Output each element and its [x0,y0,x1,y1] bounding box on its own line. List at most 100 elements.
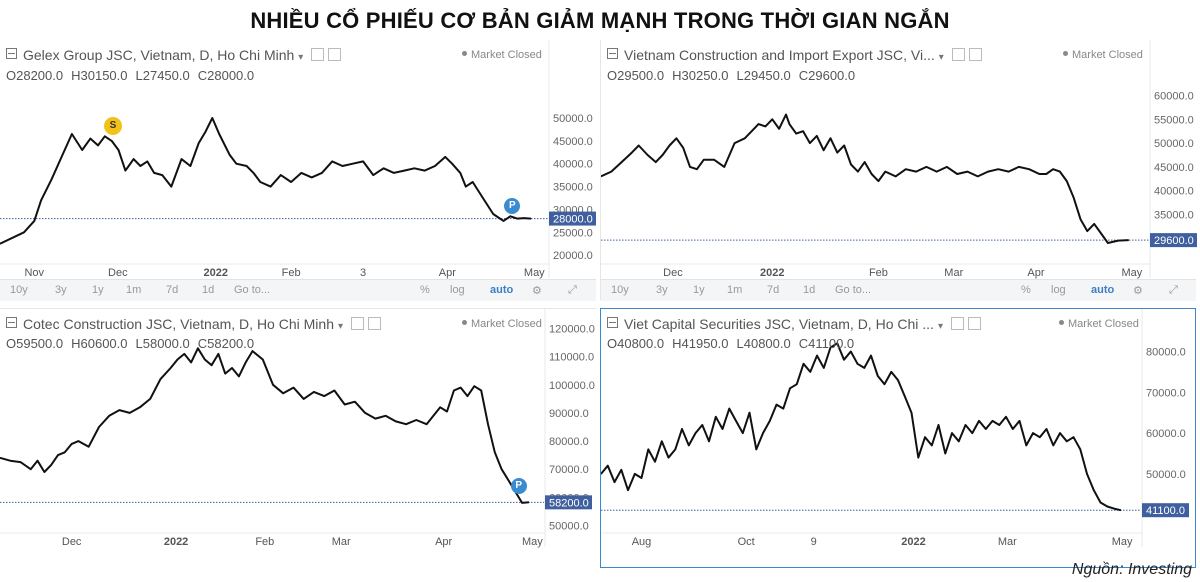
toolbar-button-[interactable]: % [420,284,430,296]
data-point [313,391,315,393]
y-tick-label: 90000.0 [549,408,589,420]
data-point [829,137,832,139]
toolbar-button-auto[interactable]: auto [490,284,514,296]
data-point [802,363,805,365]
data-point [631,152,633,154]
gear-icon[interactable] [968,48,982,61]
fullscreen-icon[interactable]: ⤢ [1169,284,1178,296]
toolbar-button-log[interactable]: log [450,284,465,296]
data-point [133,158,135,160]
collapse-icon[interactable] [6,317,17,328]
data-point [601,175,602,177]
data-point [816,135,818,137]
toolbar-button-1m[interactable]: 1m [727,284,743,296]
chart-panel-cotec[interactable]: 50000.060000.070000.080000.090000.010000… [0,308,596,568]
data-point [742,432,744,434]
data-point [823,367,825,369]
event-marker[interactable]: P [510,478,527,495]
x-tick-label: 2022 [164,536,188,548]
data-point [43,471,46,473]
event-marker[interactable]: P [504,198,521,215]
data-point [688,444,690,446]
toolbar-button-[interactable]: % [1021,284,1031,296]
data-point [1039,436,1041,438]
settings-icon[interactable] [311,48,325,61]
collapse-icon[interactable] [6,48,17,59]
last-price-tag [1142,503,1189,518]
chart-panel-gelex[interactable]: 20000.0 25000.0 30000.0 35000.0 40000.0 45000… [0,40,596,301]
market-status-text: Market Closed [471,49,542,61]
market-status-text: Market Closed [471,318,542,330]
gear-icon[interactable]: ⚙ [532,285,542,297]
chevron-down-icon[interactable]: ▾ [937,321,943,332]
toolbar-button-log[interactable]: log [1051,284,1066,296]
toolbar-button-7d[interactable]: 7d [767,284,780,296]
settings-icon[interactable] [950,317,964,330]
gear-icon[interactable]: ⚙ [1133,285,1143,297]
x-tick-label: Apr [1027,267,1044,279]
gear-icon[interactable] [368,317,382,330]
toolbar-button-1y[interactable]: 1y [693,284,705,296]
y-tick-label: 80000.0 [1146,347,1186,359]
settings-icon[interactable] [951,48,965,61]
data-point [1052,444,1054,446]
x-tick-label: 3 [360,267,366,279]
data-point [528,501,530,503]
data-point [897,379,899,381]
toolbar-button-3y[interactable]: 3y [656,284,668,296]
data-point [1113,508,1115,510]
data-point [439,406,441,408]
chart-panel-vci[interactable]: 50000.0 60000.0 70000.0 80000.0 Aug Oct 9 2022 M… [600,308,1196,568]
toolbar-button-1d[interactable]: 1d [803,284,816,296]
data-point [211,117,213,119]
data-point [601,473,602,475]
data-point [1073,197,1075,199]
chart-panel-vinaconex[interactable]: 30000.035000.040000.045000.050000.055000… [600,40,1197,301]
data-point [723,166,725,168]
data-point [728,408,730,410]
data-point [985,428,987,430]
ohlc-low: L40800.0 [736,336,791,351]
toolbar-button-3y[interactable]: 3y [55,284,67,296]
chevron-down-icon[interactable]: ▾ [938,52,944,63]
toolbar-button-1m[interactable]: 1m [126,284,142,296]
data-point [701,424,703,426]
chevron-down-icon[interactable]: ▾ [337,321,344,332]
toolbar-button-10y[interactable]: 10y [611,284,629,296]
last-price-tag [1150,233,1197,248]
toolbar-button-1y[interactable]: 1y [92,284,104,296]
collapse-icon[interactable] [607,48,618,59]
status-dot-icon [1063,51,1068,56]
data-point [251,350,254,352]
settings-icon[interactable] [351,317,365,330]
data-point [864,161,866,163]
x-tick-label: Dec [62,536,82,548]
last-price-tag [549,211,596,226]
data-point [1032,432,1034,434]
toolbar-button-1d[interactable]: 1d [202,284,215,296]
data-point [883,383,886,385]
toolbar-button-7d[interactable]: 7d [166,284,179,296]
fullscreen-icon[interactable]: ⤢ [568,284,577,296]
x-tick-label: 2022 [760,267,784,279]
toolbar-button-goto[interactable]: Go to... [835,284,872,296]
data-point [998,424,1000,426]
toolbar-button-goto[interactable]: Go to... [234,284,271,296]
chevron-down-icon[interactable]: ▾ [298,52,304,63]
data-point [748,412,751,414]
data-point [139,165,141,167]
data-point [987,171,989,173]
data-point [715,416,717,418]
price-line [601,342,1122,512]
gear-icon[interactable] [967,317,981,330]
data-point [1106,505,1108,508]
gear-icon[interactable] [328,48,342,61]
ohlc-open: O28200.0 [6,68,64,83]
collapse-icon[interactable] [607,317,618,328]
data-point [521,502,523,504]
toolbar-button-10y[interactable]: 10y [10,284,28,296]
toolbar-button-auto[interactable]: auto [1091,284,1115,296]
split-marker[interactable]: S [104,117,123,136]
data-point [809,371,811,373]
x-tick-label: Feb [869,267,888,279]
